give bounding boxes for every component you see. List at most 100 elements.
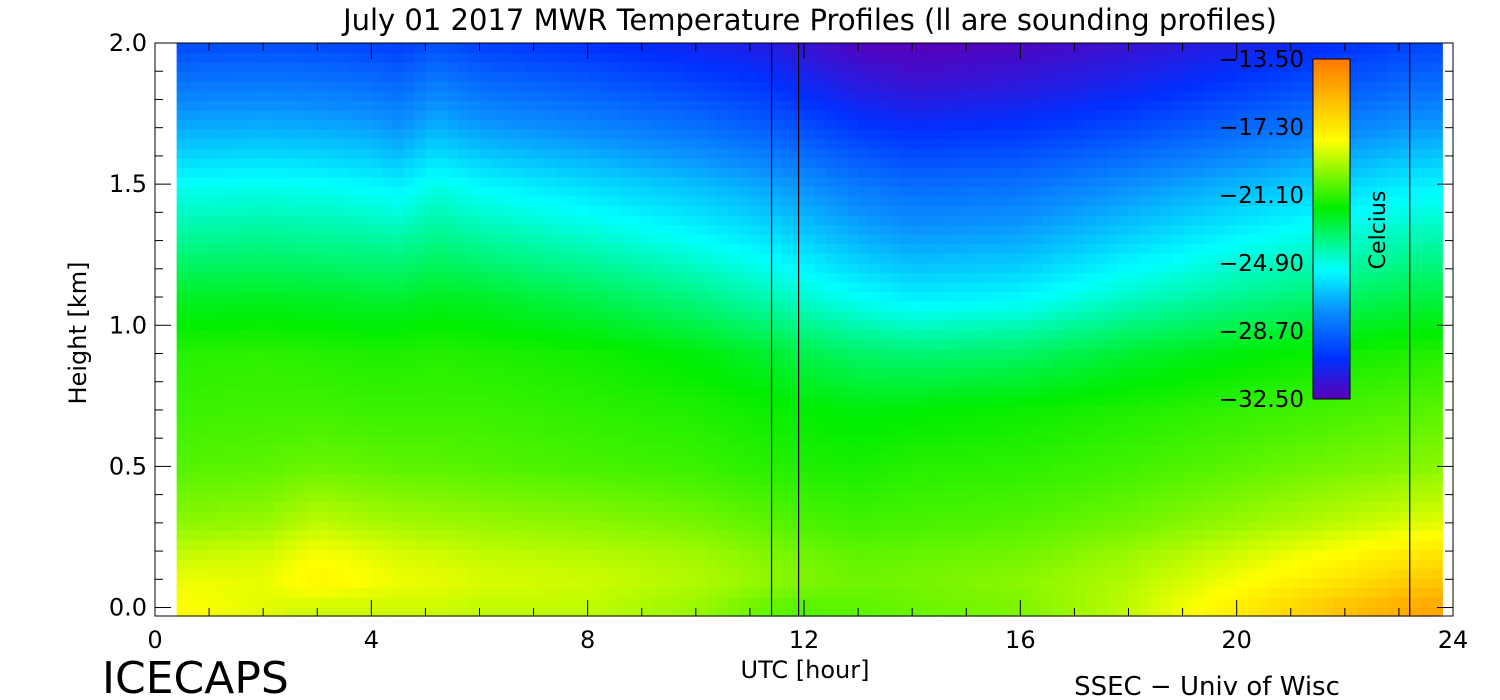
heatmap-cell [566,167,578,178]
heatmap-cell [414,262,427,273]
heatmap-cell [630,520,643,531]
heatmap-cell [1020,195,1032,207]
heatmap-cell [933,281,946,292]
heatmap-cell [933,530,946,541]
heatmap-cell [641,291,654,302]
heatmap-cell [576,90,589,101]
heatmap-cell [219,530,232,541]
heatmap-cell [468,596,481,608]
heatmap-cell [252,549,264,560]
heatmap-cell [436,128,448,140]
heatmap-cell [652,281,665,292]
heatmap-cell [317,405,329,417]
heatmap-cell [901,549,913,560]
heatmap-cell [425,539,437,550]
heatmap-cell [858,272,870,283]
heatmap-cell [457,52,470,63]
heatmap-cell [511,405,524,417]
heatmap-cell [447,253,459,264]
heatmap-cell [576,214,589,226]
heatmap-cell [349,530,362,541]
heatmap-cell [933,444,946,455]
heatmap-cell [760,358,773,369]
heatmap-cell [544,491,556,503]
heatmap-cell [576,587,589,598]
heatmap-cell [436,367,448,378]
heatmap-cell [544,358,556,369]
heatmap-cell [922,243,935,254]
heatmap-cell [1031,253,1043,264]
heatmap-cell [349,90,362,101]
heatmap-cell [685,100,697,111]
heatmap-cell [501,396,513,407]
heatmap-cell [328,558,340,569]
heatmap-cell [219,234,232,245]
heatmap-cell [436,558,448,569]
heatmap-cell [739,90,751,101]
heatmap-cell [998,539,1011,550]
heatmap-cell [652,396,665,407]
heatmap-cell [1031,176,1043,187]
heatmap-cell [728,291,740,302]
heatmap-cell [566,300,578,312]
heatmap-cell [944,43,957,54]
heatmap-cell [912,396,924,407]
heatmap-cell [771,272,784,283]
heatmap-cell [922,568,935,579]
heatmap-cell [436,425,448,436]
heatmap-cell [749,444,762,455]
heatmap-cell [1052,43,1065,54]
heatmap-cell [522,405,535,417]
heatmap-cell [252,224,264,235]
heatmap-cell [663,510,675,522]
heatmap-cell [630,425,643,436]
heatmap-cell [317,224,329,235]
heatmap-cell [695,520,708,531]
heatmap-cell [544,501,556,512]
heatmap-cell [858,463,870,474]
heatmap-cell [609,186,621,197]
heatmap-cell [533,205,546,216]
heatmap-cell [317,510,329,522]
heatmap-cell [576,539,589,550]
heatmap-cell [436,148,448,159]
heatmap-cell [317,100,329,111]
heatmap-cell [284,577,297,589]
heatmap-cell [468,176,481,187]
heatmap-cell [804,148,816,159]
heatmap-cell [728,310,740,321]
heatmap-cell [295,415,308,426]
heatmap-cell [879,157,892,168]
heatmap-cell [836,444,848,455]
heatmap-cell [219,281,232,292]
heatmap-cell [187,386,199,398]
heatmap-cell [328,386,340,398]
heatmap-cell [987,539,1000,550]
heatmap-cell [1041,243,1054,254]
heatmap-cell [912,62,924,73]
heatmap-cell [198,186,210,197]
heatmap-cell [457,100,470,111]
heatmap-cell [587,62,600,73]
heatmap-cell [544,587,556,598]
heatmap-cell [241,138,254,149]
heatmap-cell [663,358,675,369]
heatmap-cell [987,482,1000,493]
heatmap-cell [338,243,351,254]
heatmap-cell [436,43,448,54]
heatmap-cell [349,539,362,550]
heatmap-cell [273,224,286,235]
heatmap-cell [447,291,459,302]
heatmap-cell [901,52,913,63]
heatmap-cell [392,587,405,598]
heatmap-cell [814,444,827,455]
heatmap-cell [922,539,935,550]
heatmap-cell [230,243,243,254]
heatmap-cell [490,348,502,359]
heatmap-cell [609,530,621,541]
heatmap-cell [966,415,978,426]
heatmap-cell [511,138,524,149]
heatmap-cell [468,81,481,92]
heatmap-cell [955,81,967,92]
heatmap-cell [252,348,264,359]
